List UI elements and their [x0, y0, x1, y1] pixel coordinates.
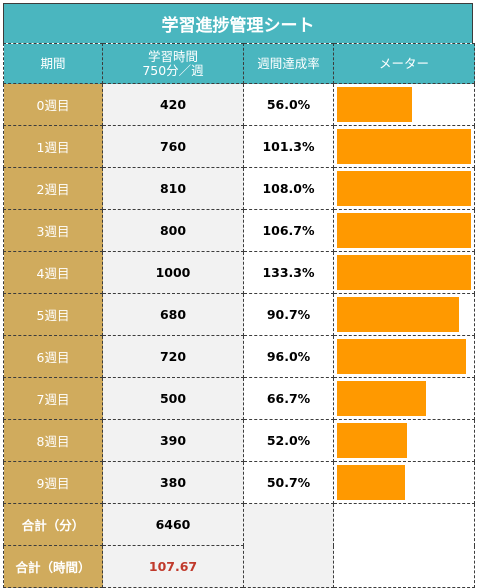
period-cell[interactable]: 3週目	[3, 209, 103, 252]
meter-cell[interactable]	[333, 209, 475, 252]
meter-cell[interactable]	[333, 377, 475, 420]
table-row: 7週目 500 66.7%	[3, 377, 475, 420]
meter-cell[interactable]	[333, 125, 475, 168]
meter-bar	[337, 87, 412, 122]
minutes-cell[interactable]: 420	[102, 83, 244, 126]
sheet-title[interactable]: 学習進捗管理シート	[3, 3, 473, 43]
meter-bar	[337, 213, 471, 248]
progress-table: 期間 学習時間 750分／週 週間達成率 メーター 0週目 420 56.0% 1週目…	[3, 43, 475, 588]
meter-bar	[337, 339, 466, 374]
total-minutes-value[interactable]: 6460	[102, 503, 244, 546]
header-period[interactable]: 期間	[3, 43, 103, 84]
rate-cell[interactable]: 56.0%	[243, 83, 334, 126]
meter-cell[interactable]	[333, 167, 475, 210]
table-row: 3週目 800 106.7%	[3, 209, 475, 252]
rate-cell[interactable]: 96.0%	[243, 335, 334, 378]
table-row: 6週目 720 96.0%	[3, 335, 475, 378]
table-row: 9週目 380 50.7%	[3, 461, 475, 504]
minutes-cell[interactable]: 720	[102, 335, 244, 378]
rate-cell[interactable]: 52.0%	[243, 419, 334, 462]
table-row: 1週目 760 101.3%	[3, 125, 475, 168]
total-hours-label[interactable]: 合計（時間）	[3, 545, 103, 588]
table-row: 2週目 810 108.0%	[3, 167, 475, 210]
meter-cell[interactable]	[333, 293, 475, 336]
period-cell[interactable]: 8週目	[3, 419, 103, 462]
total-minutes-label[interactable]: 合計（分）	[3, 503, 103, 546]
minutes-cell[interactable]: 500	[102, 377, 244, 420]
meter-bar	[337, 129, 471, 164]
rate-cell[interactable]: 101.3%	[243, 125, 334, 168]
rate-cell[interactable]: 108.0%	[243, 167, 334, 210]
table-row: 8週目 390 52.0%	[3, 419, 475, 462]
meter-cell[interactable]	[333, 419, 475, 462]
total-minutes-row: 合計（分） 6460	[3, 503, 475, 588]
minutes-cell[interactable]: 1000	[102, 251, 244, 294]
total-rate-blank[interactable]	[243, 503, 334, 588]
minutes-cell[interactable]: 680	[102, 293, 244, 336]
period-cell[interactable]: 0週目	[3, 83, 103, 126]
table-row: 5週目 680 90.7%	[3, 293, 475, 336]
rate-cell[interactable]: 133.3%	[243, 251, 334, 294]
header-study-time-line2: 750分／週	[142, 62, 204, 78]
rate-cell[interactable]: 106.7%	[243, 209, 334, 252]
header-meter[interactable]: メーター	[333, 43, 475, 84]
meter-bar	[337, 423, 407, 458]
minutes-cell[interactable]: 760	[102, 125, 244, 168]
total-meter-blank[interactable]	[333, 503, 475, 588]
minutes-cell[interactable]: 800	[102, 209, 244, 252]
minutes-cell[interactable]: 390	[102, 419, 244, 462]
period-cell[interactable]: 7週目	[3, 377, 103, 420]
period-cell[interactable]: 2週目	[3, 167, 103, 210]
minutes-cell[interactable]: 380	[102, 461, 244, 504]
meter-bar	[337, 171, 471, 206]
table-row: 4週目 1000 133.3%	[3, 251, 475, 294]
meter-cell[interactable]	[333, 83, 475, 126]
period-cell[interactable]: 1週目	[3, 125, 103, 168]
minutes-cell[interactable]: 810	[102, 167, 244, 210]
rate-cell[interactable]: 50.7%	[243, 461, 334, 504]
total-hours-row: 合計（時間） 107.67	[3, 545, 475, 588]
meter-bar	[337, 381, 426, 416]
meter-bar	[337, 255, 471, 290]
period-cell[interactable]: 4週目	[3, 251, 103, 294]
table-row: 0週目 420 56.0%	[3, 83, 475, 126]
header-study-time-line1: 学習時間	[147, 48, 198, 64]
header-row: 期間 学習時間 750分／週 週間達成率 メーター	[3, 43, 475, 84]
rate-cell[interactable]: 66.7%	[243, 377, 334, 420]
meter-cell[interactable]	[333, 461, 475, 504]
meter-bar	[337, 465, 405, 500]
period-cell[interactable]: 5週目	[3, 293, 103, 336]
meter-cell[interactable]	[333, 335, 475, 378]
total-hours-value[interactable]: 107.67	[102, 545, 244, 588]
header-study-time[interactable]: 学習時間 750分／週	[102, 43, 244, 84]
meter-cell[interactable]	[333, 251, 475, 294]
header-weekly-rate[interactable]: 週間達成率	[243, 43, 334, 84]
period-cell[interactable]: 9週目	[3, 461, 103, 504]
meter-bar	[337, 297, 459, 332]
period-cell[interactable]: 6週目	[3, 335, 103, 378]
rate-cell[interactable]: 90.7%	[243, 293, 334, 336]
